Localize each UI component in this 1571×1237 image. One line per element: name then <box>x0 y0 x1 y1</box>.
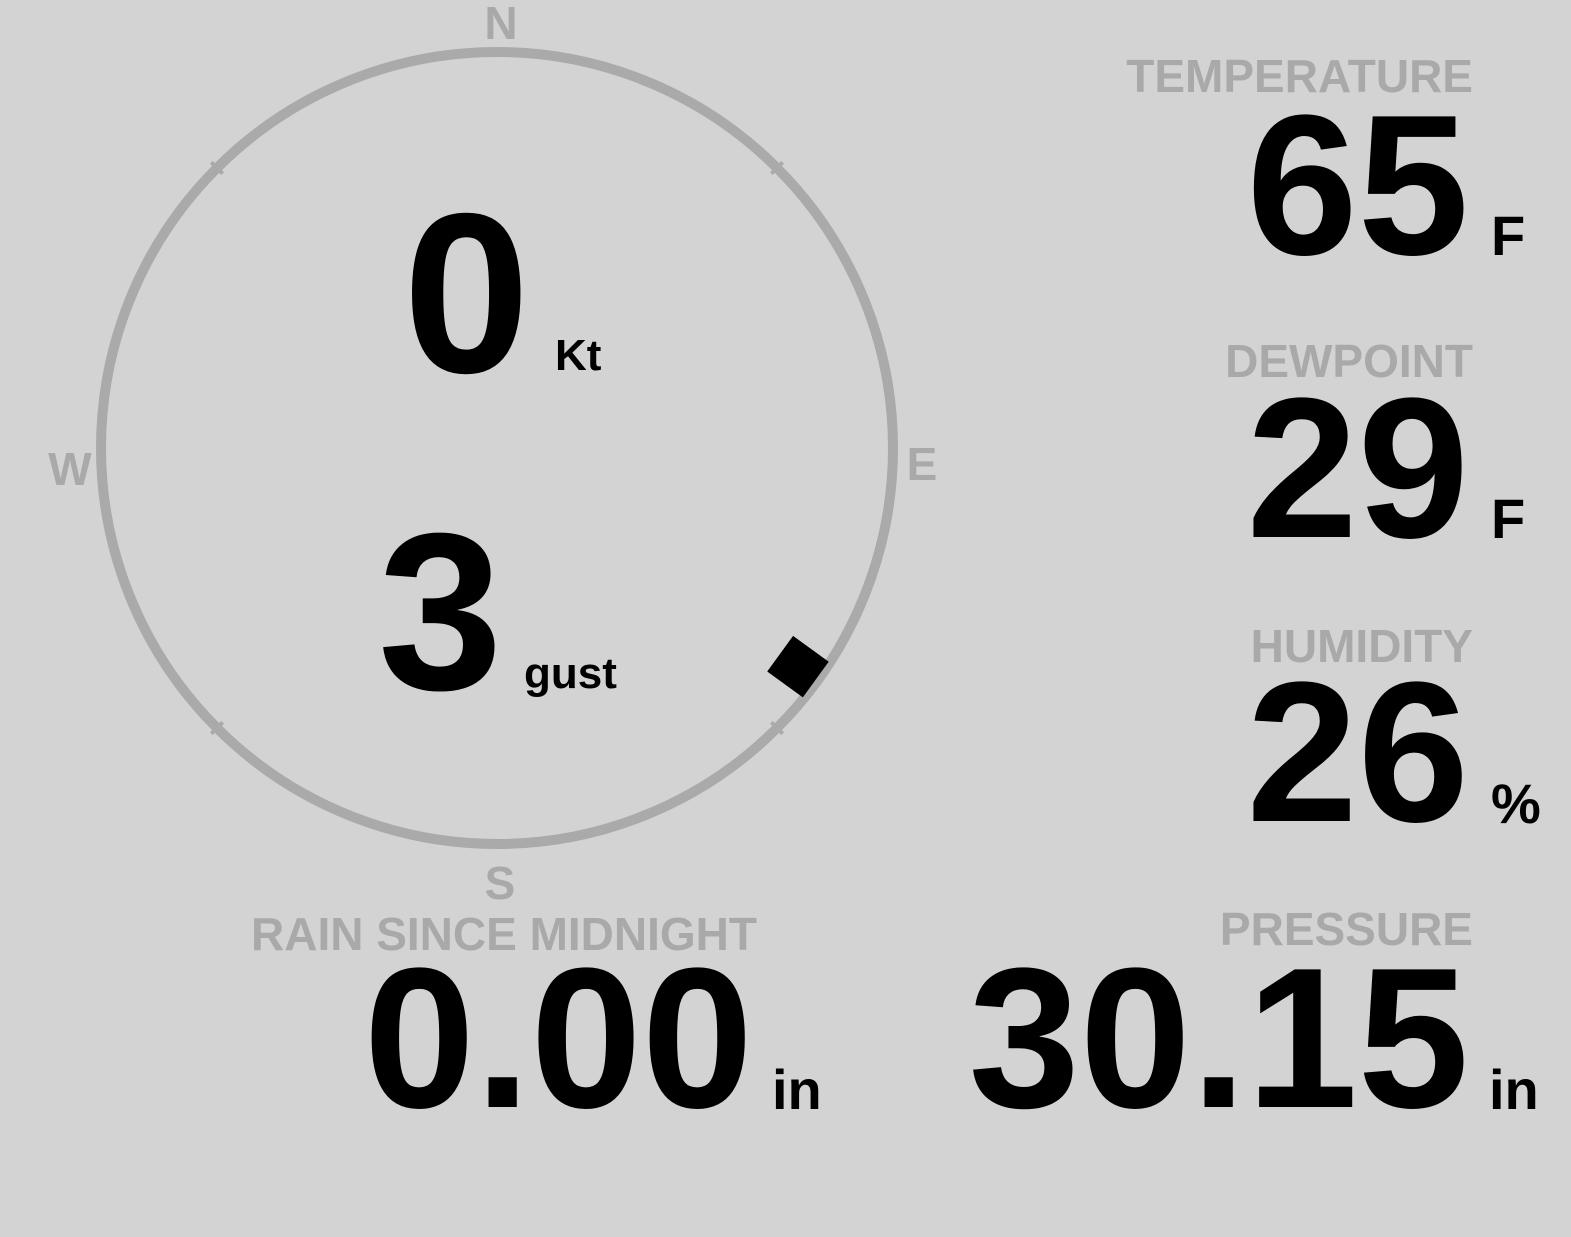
wind-speed-unit: Kt <box>555 331 602 380</box>
pressure-unit: in <box>1489 1058 1539 1121</box>
compass-north-label: N <box>484 0 518 49</box>
compass-tick <box>209 720 225 736</box>
compass-ring <box>96 47 898 849</box>
compass-ticks <box>209 160 785 736</box>
dewpoint-label: DEWPOINT <box>1225 335 1473 387</box>
rain-label: RAIN SINCE MIDNIGHT <box>251 908 757 960</box>
compass-tick <box>209 160 225 176</box>
gust-value: 3 <box>378 487 503 737</box>
wind-direction-marker <box>767 635 829 698</box>
humidity-unit: % <box>1491 772 1541 835</box>
humidity-label: HUMIDITY <box>1250 620 1473 672</box>
temperature-value: 65 <box>1246 74 1469 297</box>
compass-east-label: E <box>906 438 938 490</box>
humidity-value: 26 <box>1246 641 1469 864</box>
temperature-unit: F <box>1491 204 1526 267</box>
compass-tick <box>769 160 785 176</box>
compass-tick <box>769 720 785 736</box>
rain-unit: in <box>772 1058 822 1121</box>
compass-south-label: S <box>484 857 516 909</box>
rain-value: 0.00 <box>363 927 753 1150</box>
temperature-label: TEMPERATURE <box>1126 50 1473 102</box>
gust-unit: gust <box>524 649 617 698</box>
compass-west-label: W <box>48 443 92 495</box>
pressure-label: PRESSURE <box>1219 903 1473 955</box>
dewpoint-value: 29 <box>1246 357 1469 580</box>
pressure-value: 30.15 <box>968 927 1470 1150</box>
wind-speed-value: 0 <box>403 167 530 421</box>
dewpoint-unit: F <box>1491 487 1526 550</box>
